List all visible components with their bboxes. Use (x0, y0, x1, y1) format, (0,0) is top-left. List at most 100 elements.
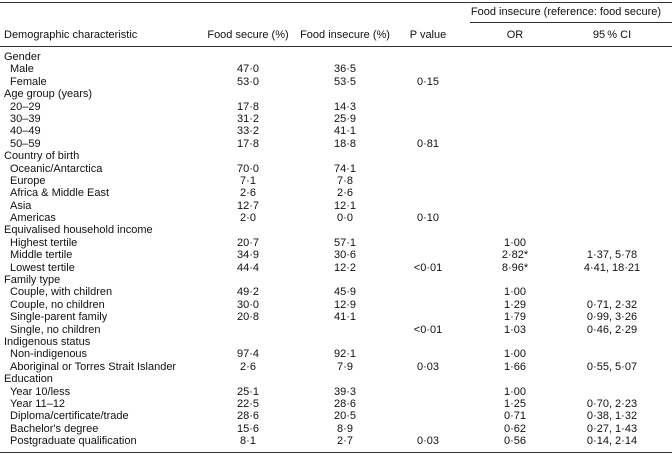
column-header: Food insecure (%) (300, 29, 390, 41)
confidence-interval: 1·37, 5·78 (586, 249, 638, 262)
row-label: Diploma/certificate/trade (10, 410, 129, 423)
food-secure: 7·1 (240, 174, 256, 187)
food-insecure: 2·6 (337, 187, 353, 200)
group-header: Food insecure (reference: food secure) (470, 6, 662, 18)
food-insecure: 2·7 (337, 435, 353, 448)
section-title: Age group (years) (4, 88, 93, 101)
odds-ratio: 1·00 (503, 286, 527, 299)
food-secure: 20·7 (236, 236, 260, 249)
column-header: OR (506, 29, 524, 41)
row-label: Non-indigenous (10, 348, 88, 361)
group-rule (470, 22, 672, 23)
food-secure: 33·2 (236, 125, 260, 138)
food-insecure: 12·2 (333, 261, 357, 274)
food-secure: 31·2 (236, 112, 260, 125)
food-insecure: 41·1 (333, 125, 357, 138)
row-label: Single, no children (10, 323, 101, 336)
food-secure: 22·5 (236, 397, 260, 410)
confidence-interval: 0·38, 1·32 (586, 410, 638, 423)
p-value: 0·10 (416, 212, 440, 225)
food-secure: 28·6 (236, 410, 260, 423)
food-insecure: 92·1 (333, 348, 357, 361)
p-value: <0·01 (413, 323, 443, 336)
odds-ratio: 1·79 (503, 311, 527, 324)
food-secure: 2·0 (240, 212, 256, 225)
row-label: Male (10, 63, 34, 76)
food-secure: 70·0 (236, 162, 260, 175)
food-insecure: 53·5 (333, 75, 357, 88)
food-secure: 30·0 (236, 298, 260, 311)
odds-ratio: 0·62 (503, 422, 527, 435)
food-secure: 2·6 (240, 187, 256, 200)
confidence-interval: 0·46, 2·29 (586, 323, 638, 336)
row-label: Single-parent family (10, 311, 108, 324)
food-secure: 17·8 (236, 137, 260, 150)
row-label: Couple, with children (10, 286, 113, 299)
section-title: Education (4, 373, 53, 386)
column-header: P value (409, 29, 447, 41)
food-secure: 2·6 (240, 360, 256, 373)
food-insecure: 41·1 (333, 311, 357, 324)
row-label: Postgraduate qualification (10, 435, 137, 448)
header-rule (0, 46, 672, 47)
odds-ratio: 1·25 (503, 397, 527, 410)
odds-ratio: 8·96* (501, 261, 529, 274)
food-insecure: 12·1 (333, 199, 357, 212)
confidence-interval: 0·27, 1·43 (586, 422, 638, 435)
food-insecure: 0·0 (337, 212, 353, 225)
food-secure: 15·6 (236, 422, 260, 435)
food-secure: 49·2 (236, 286, 260, 299)
row-label: Year 10/less (10, 385, 71, 398)
row-label: Aboriginal or Torres Strait Islander (10, 360, 177, 373)
food-secure: 8·1 (240, 435, 256, 448)
food-secure: 44·4 (236, 261, 260, 274)
odds-ratio: 1·00 (503, 348, 527, 361)
row-label: Oceanic/Antarctica (10, 162, 103, 175)
confidence-interval: 0·71, 2·32 (586, 298, 638, 311)
food-insecure: 12·9 (333, 298, 357, 311)
food-insecure: 74·1 (333, 162, 357, 175)
p-value: 0·15 (416, 75, 440, 88)
row-label: 20–29 (10, 100, 41, 113)
food-secure: 12·7 (236, 199, 260, 212)
row-label: 50–59 (10, 137, 41, 150)
odds-ratio: 1·29 (503, 298, 527, 311)
row-label: Asia (10, 199, 32, 212)
confidence-interval: 0·14, 2·14 (586, 435, 638, 448)
food-insecure: 57·1 (333, 236, 357, 249)
odds-ratio: 1·00 (503, 236, 527, 249)
food-secure: 20·8 (236, 311, 260, 324)
food-secure: 47·0 (236, 63, 260, 76)
confidence-interval: 4·41, 18·21 (583, 261, 641, 274)
row-label: Highest tertile (10, 236, 78, 249)
confidence-interval: 0·70, 2·23 (586, 397, 638, 410)
column-header: Demographic characteristic (4, 29, 138, 41)
top-rule (0, 2, 672, 3)
food-insecure: 30·6 (333, 249, 357, 262)
odds-ratio: 1·00 (503, 385, 527, 398)
food-secure: 97·4 (236, 348, 260, 361)
p-value: <0·01 (413, 261, 443, 274)
odds-ratio: 0·71 (503, 410, 527, 423)
food-insecure: 14·3 (333, 100, 357, 113)
column-header: 95 % CI (592, 29, 632, 41)
row-label: Year 11–12 (10, 397, 66, 410)
row-label: Europe (10, 174, 46, 187)
odds-ratio: 1·66 (503, 360, 527, 373)
food-insecure: 20·5 (333, 410, 357, 423)
row-label: Couple, no children (10, 298, 105, 311)
row-label: Lowest tertile (10, 261, 75, 274)
section-title: Gender (4, 51, 41, 63)
food-insecure: 25·9 (333, 112, 357, 125)
row-label: Africa & Middle East (10, 187, 110, 200)
section-title: Family type (4, 274, 61, 287)
odds-ratio: 2·82* (501, 249, 529, 262)
food-secure: 34·9 (236, 249, 260, 262)
row-label: 30–39 (10, 112, 41, 125)
bottom-rule (0, 452, 672, 453)
column-header: Food secure (%) (207, 29, 289, 41)
p-value: 0·03 (416, 360, 440, 373)
food-insecure: 8·9 (337, 422, 353, 435)
section-title: Equivalised household income (4, 224, 153, 237)
